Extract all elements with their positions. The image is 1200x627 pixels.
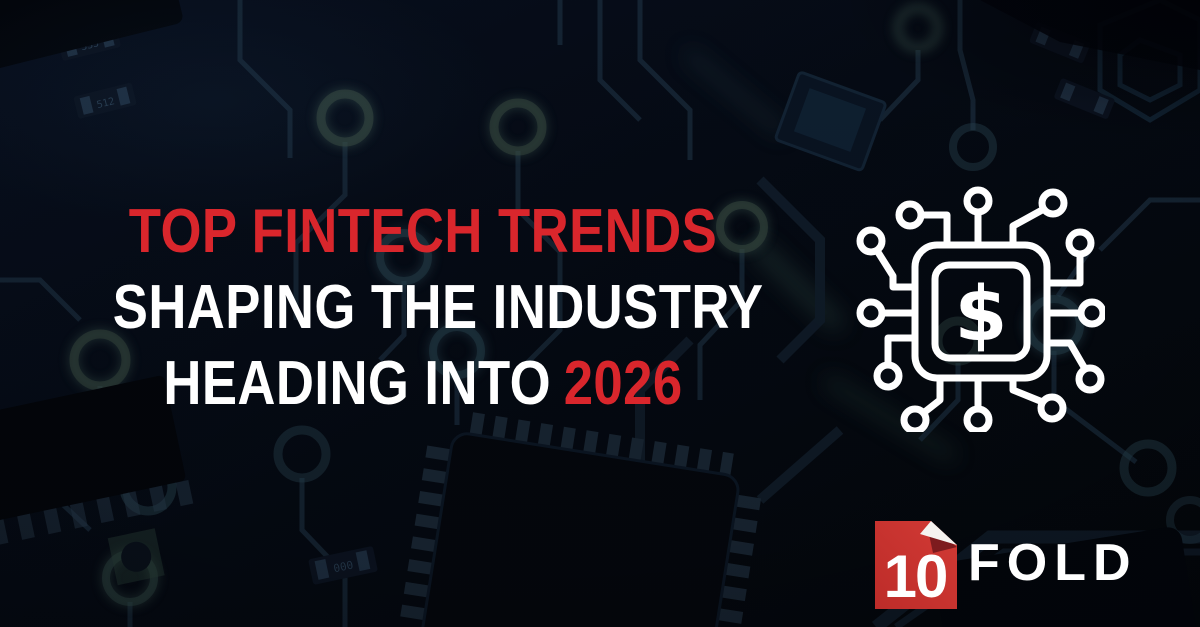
- square-pad: [107, 528, 165, 586]
- headline-line-2: SHAPING THE INDUSTRY: [112, 273, 764, 342]
- headline-line-3: HEADING INTO 2026: [113, 346, 734, 422]
- fintech-chip-dollar-icon: $: [856, 186, 1105, 432]
- tenfold-logo: 10 FOLD: [875, 521, 1138, 609]
- chip-icon-outer-square: [911, 241, 1051, 382]
- tenfold-logo-mark: 10: [875, 521, 957, 609]
- headline: TOP FINTECH TRENDS SHAPING THE INDUSTRY …: [112, 194, 764, 422]
- chip-icon-terminals: [856, 186, 1105, 432]
- headline-line-1: TOP FINTECH TRENDS: [128, 197, 718, 266]
- dollar-sign: $: [955, 269, 1008, 358]
- headline-line-3-prefix: HEADING INTO: [163, 349, 552, 418]
- logo-word: FOLD: [968, 534, 1138, 592]
- logo-fold-corner-icon: [920, 521, 957, 545]
- headline-year: 2026: [563, 349, 683, 418]
- logo-number: 10: [884, 543, 947, 609]
- chip-icon-inner-square: [931, 261, 1031, 362]
